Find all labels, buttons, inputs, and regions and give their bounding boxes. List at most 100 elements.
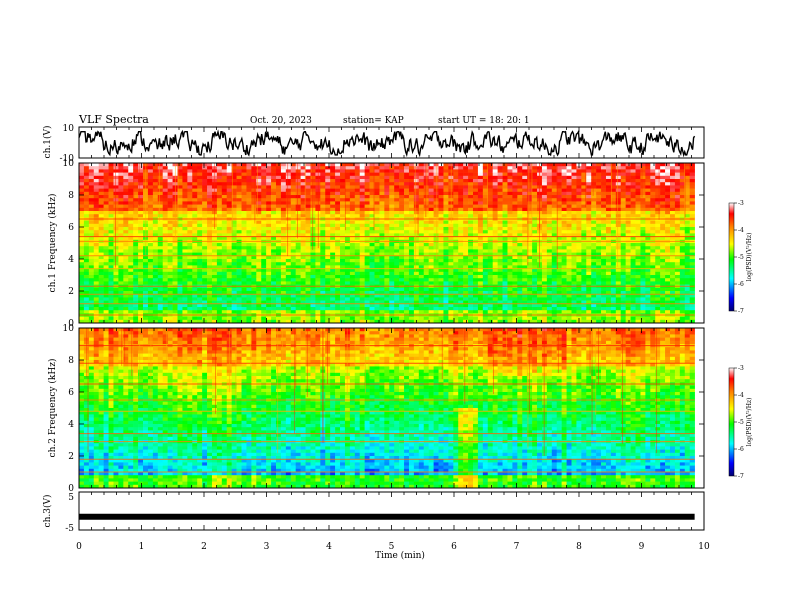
spectrogram-cell [482, 294, 489, 298]
spectrogram-cell [241, 303, 247, 308]
spectrogram-cell [443, 188, 449, 193]
spectrogram-cell [113, 227, 119, 231]
spectrogram-cell [522, 262, 528, 266]
spectrogram-cell [492, 214, 498, 218]
spectrogram-cell [477, 265, 484, 269]
spectrogram-cell [546, 262, 553, 266]
spectrogram-cell [482, 175, 489, 180]
spectrogram-cell [379, 307, 385, 311]
spectrogram-cell [497, 300, 503, 305]
spectrogram-cell [408, 294, 415, 298]
spectrogram-cell [128, 310, 134, 314]
spectrogram-cell [379, 291, 385, 295]
spectrogram-cell [325, 207, 331, 212]
spectrogram-cell [226, 207, 232, 212]
spectrogram-cell [157, 278, 164, 282]
spectrogram-cell [88, 214, 95, 218]
spectrogram-cell [497, 294, 503, 298]
spectrogram-cell [482, 195, 489, 199]
spectrogram-cell [354, 291, 361, 295]
spectrogram-cell [98, 198, 104, 202]
spectrogram-cell [152, 175, 159, 180]
spectrogram-cell [207, 297, 213, 301]
spectrogram-cell [231, 182, 237, 186]
spectrogram-cell [261, 307, 267, 311]
spectrogram-cell [320, 182, 326, 186]
spectrogram-cell [147, 310, 154, 314]
spectrogram-cell [83, 243, 90, 247]
spectrogram-cell [98, 265, 104, 269]
spectrogram-cell [330, 182, 336, 186]
spectrogram-cell [359, 201, 365, 205]
spectrogram-cell [182, 230, 188, 234]
spectrogram-cell [192, 175, 198, 180]
spectrogram-cell [221, 259, 228, 263]
spectrogram-cell [384, 297, 390, 301]
spectrogram-cell [349, 297, 356, 301]
spectrogram-cell [413, 220, 420, 225]
spectrogram-cell [349, 198, 356, 202]
spectrogram-cell [532, 230, 538, 234]
spectrogram-cell [477, 249, 484, 253]
spectrogram-cell [177, 294, 183, 298]
spectrogram-cell [305, 163, 311, 167]
spectrogram-cell [468, 268, 474, 273]
spectrogram-cell [468, 169, 474, 173]
spectrogram-cell [487, 236, 493, 241]
spectrogram-cell [231, 275, 237, 279]
spectrogram-cell [428, 169, 434, 173]
spectrogram-cell [374, 195, 380, 199]
spectrogram-cell [276, 275, 282, 279]
spectrogram-cell [295, 175, 301, 180]
spectrogram-cell [354, 287, 361, 292]
spectrogram-cell [231, 291, 237, 295]
spectrogram-cell [256, 307, 262, 311]
spectrogram-cell [162, 227, 168, 231]
spectrogram-cell [280, 300, 287, 305]
spectrogram-cell [305, 291, 311, 295]
spectrogram-cell [556, 233, 562, 237]
spectrogram-cell [103, 207, 109, 212]
spectrogram-cell [335, 246, 341, 250]
spectrogram-cell [197, 268, 203, 273]
spectrogram-cell [305, 214, 311, 218]
spectrogram-cell [88, 287, 95, 292]
spectrogram-cell [532, 236, 538, 241]
spectrogram-cell [113, 230, 119, 234]
spectrogram-cell [133, 255, 139, 260]
spectrogram-cell [231, 307, 237, 311]
spectrogram-cell [79, 271, 85, 276]
spectrogram-cell [133, 265, 139, 269]
spectrogram-cell [197, 179, 203, 183]
spectrogram-cell [394, 233, 400, 237]
spectrogram-cell [133, 204, 139, 209]
spectrogram-cell [103, 246, 109, 250]
spectrogram-cell [241, 198, 247, 202]
spectrogram-cell [379, 268, 385, 273]
spectrogram-cell [364, 166, 370, 170]
spectrogram-cell [320, 179, 326, 183]
spectrogram-cell [541, 207, 548, 212]
spectrogram-cell [349, 287, 356, 292]
spectrogram-cell [354, 316, 361, 321]
spectrogram-cell [83, 255, 90, 260]
spectrogram-cell [507, 255, 513, 260]
spectrogram-cell [295, 303, 301, 308]
spectrogram-cell [443, 291, 449, 295]
spectrogram-cell [266, 252, 272, 257]
spectrogram-cell [404, 182, 410, 186]
spectrogram-cell [123, 310, 129, 314]
spectrogram-cell [221, 175, 228, 180]
spectrogram-cell [216, 310, 223, 314]
spectrogram-cell [394, 204, 400, 209]
spectrogram-cell [349, 307, 356, 311]
spectrogram-cell [285, 300, 292, 305]
spectrogram-cell [182, 316, 188, 321]
spectrogram-cell [404, 262, 410, 266]
spectrogram-cell [482, 207, 489, 212]
spectrogram-cell [157, 223, 164, 228]
spectrogram-cell [477, 303, 484, 308]
spectrogram-cell [497, 310, 503, 314]
spectrogram-cell [541, 172, 548, 177]
spectrogram-cell [364, 188, 370, 193]
